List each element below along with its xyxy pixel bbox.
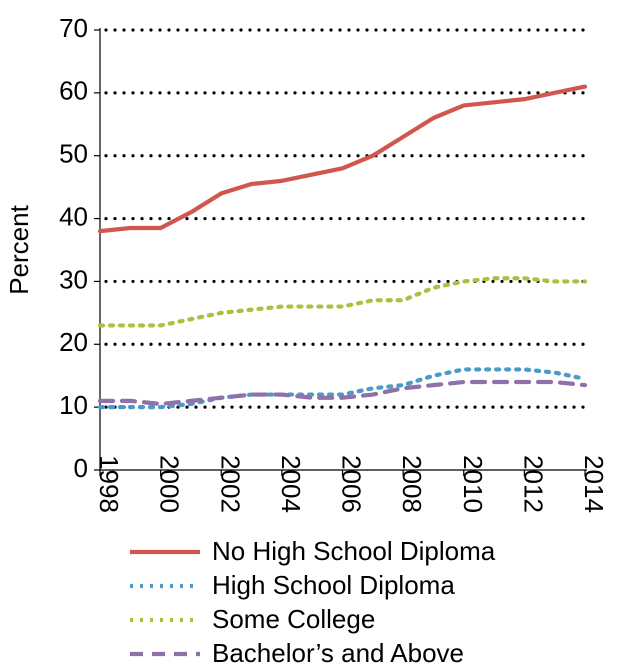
x-tick-label: 2002 (215, 455, 245, 513)
chart-container: 0 10 20 30 40 50 60 70 1998 2000 2002 2004 2006 2008 2… (0, 0, 620, 667)
y-tick-label: 70 (59, 13, 88, 43)
x-tick-label: 2006 (337, 455, 367, 513)
x-tick-label: 2004 (276, 455, 306, 513)
legend-label-no_hs: No High School Diploma (212, 536, 496, 566)
legend-label-hs: High School Diploma (212, 570, 455, 600)
x-tick-label: 1998 (94, 455, 124, 513)
y-tick-label: 40 (59, 201, 88, 231)
y-tick-label: 50 (59, 139, 88, 169)
x-tick-label: 2008 (397, 455, 427, 513)
x-tick-label: 2014 (579, 455, 609, 513)
legend-label-some_college: Some College (212, 604, 375, 634)
x-tick-label: 2012 (518, 455, 548, 513)
y-tick-label: 20 (59, 327, 88, 357)
y-tick-label: 10 (59, 390, 88, 420)
x-tick-label: 2010 (458, 455, 488, 513)
y-axis-label: Percent (4, 204, 34, 294)
y-tick-label: 60 (59, 76, 88, 106)
y-tick-label: 30 (59, 264, 88, 294)
line-chart: 0 10 20 30 40 50 60 70 1998 2000 2002 2004 2006 2008 2… (0, 0, 620, 667)
legend-label-bachelor: Bachelor’s and Above (212, 638, 464, 667)
x-tick-label: 2000 (155, 455, 185, 513)
y-tick-label: 0 (74, 453, 88, 483)
